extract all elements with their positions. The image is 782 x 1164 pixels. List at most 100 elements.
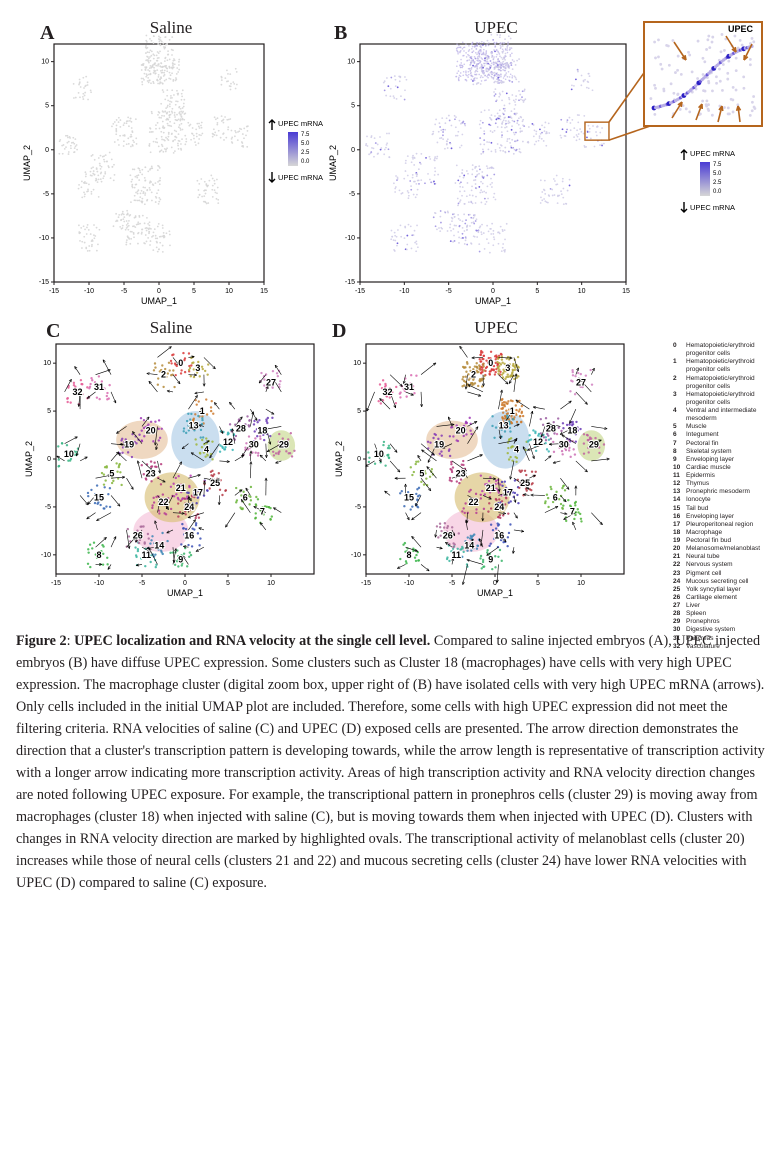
legend-text: Macrophage: [686, 529, 768, 537]
svg-text:25: 25: [210, 478, 220, 488]
legend-num: 23: [673, 570, 683, 578]
svg-text:11: 11: [142, 550, 152, 560]
legend-num: 26: [673, 594, 683, 602]
legend-num: 4: [673, 407, 683, 415]
svg-text:UMAP_2: UMAP_2: [328, 145, 338, 181]
svg-text:UMAP_1: UMAP_1: [141, 296, 177, 306]
legend-num: 28: [673, 610, 683, 618]
legend-row: 8Skeletal system: [673, 448, 768, 456]
svg-text:14: 14: [154, 540, 164, 550]
legend-num: 5: [673, 423, 683, 431]
legend-num: 20: [673, 545, 683, 553]
legend-num: 15: [673, 505, 683, 513]
legend-num: 22: [673, 561, 683, 569]
svg-text:3: 3: [195, 363, 200, 373]
svg-text:26: 26: [133, 531, 143, 541]
legend-row: 6Integument: [673, 431, 768, 439]
svg-text:20: 20: [456, 425, 466, 435]
svg-text:0: 0: [351, 147, 355, 154]
svg-text:-15: -15: [39, 279, 49, 286]
legend-row: 11Epidermis: [673, 472, 768, 480]
legend-row: 12Thymus: [673, 480, 768, 488]
legend-num: 21: [673, 553, 683, 561]
svg-text:-10: -10: [404, 580, 414, 587]
legend-text: Ionocyte: [686, 496, 768, 504]
svg-text:17: 17: [503, 488, 513, 498]
legend-num: 16: [673, 513, 683, 521]
legend-row: 17Pleuroperitoneal region: [673, 521, 768, 529]
svg-text:8: 8: [96, 550, 101, 560]
svg-text:29: 29: [279, 440, 289, 450]
svg-text:-15: -15: [345, 279, 355, 286]
svg-text:29: 29: [589, 440, 599, 450]
panel-b-letter: B: [334, 22, 347, 45]
legend-row: 32Vasculature: [673, 643, 768, 651]
svg-text:0: 0: [47, 456, 51, 463]
legend-row: 7Pectoral fin: [673, 440, 768, 448]
legend-num: 18: [673, 529, 683, 537]
panel-d: D UPEC -15-10-50510-10-50510UMAP_1UMAP_2…: [326, 320, 766, 610]
svg-text:UPEC mRNA: UPEC mRNA: [690, 149, 735, 158]
legend-text: Mucous secreting cell: [686, 578, 768, 586]
svg-text:2: 2: [161, 370, 166, 380]
legend-row: 31Pancreas: [673, 635, 768, 643]
panel-d-plot: -15-10-50510-10-50510UMAP_1UMAP_20123456…: [326, 320, 666, 610]
svg-text:UMAP_1: UMAP_1: [477, 588, 513, 598]
legend-row: 22Nervous system: [673, 561, 768, 569]
svg-text:24: 24: [184, 502, 194, 512]
legend-num: 9: [673, 456, 683, 464]
svg-text:-15: -15: [361, 580, 371, 587]
svg-text:9: 9: [488, 555, 493, 565]
caption-title: UPEC localization and RNA velocity at th…: [74, 633, 430, 649]
svg-text:9: 9: [178, 555, 183, 565]
legend-text: Pigment cell: [686, 570, 768, 578]
legend-text: Hematopoietic/erythroid progenitor cells: [686, 358, 768, 374]
legend-num: 10: [673, 464, 683, 472]
svg-text:32: 32: [382, 387, 392, 397]
legend-text: Epidermis: [686, 472, 768, 480]
legend-row: 23Pigment cell: [673, 570, 768, 578]
svg-text:10: 10: [225, 288, 233, 295]
svg-text:-15: -15: [355, 288, 365, 295]
svg-text:30: 30: [249, 440, 259, 450]
legend-text: Digestive system: [686, 626, 768, 634]
legend-num: 25: [673, 586, 683, 594]
panel-b: B UPEC -15-10-5051015-15-10-50510UMAP_1U…: [326, 16, 766, 316]
svg-text:18: 18: [257, 425, 267, 435]
legend-text: Melanosome/melanoblast: [686, 545, 768, 553]
svg-text:0: 0: [178, 358, 183, 368]
svg-text:26: 26: [443, 531, 453, 541]
svg-text:5: 5: [192, 288, 196, 295]
legend-num: 14: [673, 496, 683, 504]
svg-text:10: 10: [347, 59, 355, 66]
legend-text: Ventral and intermediate mesoderm: [686, 407, 768, 423]
legend-num: 3: [673, 391, 683, 399]
svg-text:19: 19: [124, 440, 134, 450]
legend-text: Pronephric mesoderm: [686, 488, 768, 496]
legend-text: Hematopoietic/erythroid progenitor cells: [686, 342, 768, 358]
svg-text:-10: -10: [351, 552, 361, 559]
legend-num: 19: [673, 537, 683, 545]
svg-text:10: 10: [578, 288, 586, 295]
svg-text:5: 5: [357, 408, 361, 415]
legend-row: 19Pectoral fin bud: [673, 537, 768, 545]
svg-text:-5: -5: [355, 504, 361, 511]
panel-c-title: Saline: [16, 318, 326, 338]
panel-c: C Saline -15-10-50510-10-50510UMAP_1UMAP…: [16, 320, 326, 610]
legend-row: 2Hematopoietic/erythroid progenitor cell…: [673, 375, 768, 391]
svg-text:10: 10: [64, 449, 74, 459]
svg-text:0: 0: [357, 456, 361, 463]
legend-text: Hematopoietic/erythroid progenitor cells: [686, 375, 768, 391]
svg-text:24: 24: [494, 502, 504, 512]
svg-text:10: 10: [267, 580, 275, 587]
legend-row: 18Macrophage: [673, 529, 768, 537]
svg-text:23: 23: [146, 468, 156, 478]
legend-row: 29Pronephros: [673, 618, 768, 626]
svg-text:20: 20: [146, 425, 156, 435]
legend-text: Cardiac muscle: [686, 464, 768, 472]
svg-text:16: 16: [494, 531, 504, 541]
svg-text:0: 0: [45, 147, 49, 154]
svg-text:27: 27: [576, 377, 586, 387]
svg-text:UMAP_1: UMAP_1: [475, 296, 511, 306]
svg-text:15: 15: [260, 288, 268, 295]
